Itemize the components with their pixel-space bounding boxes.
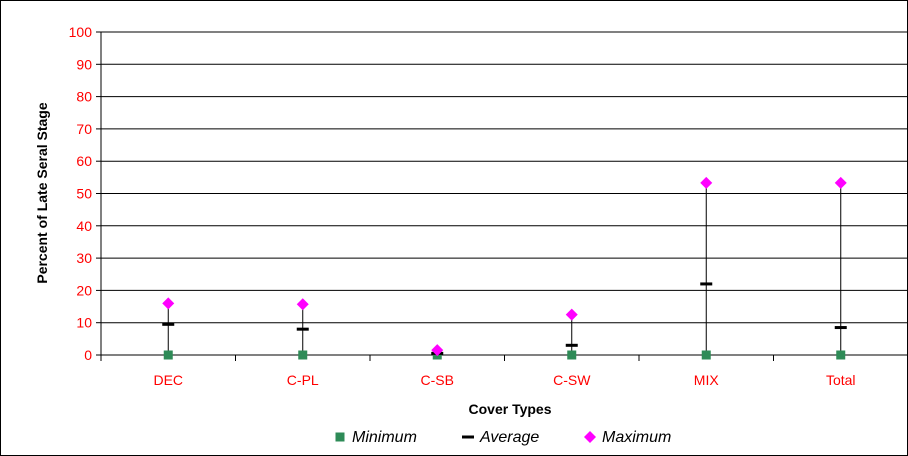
average-legend-marker: [462, 435, 474, 439]
x-tick-label: MIX: [694, 372, 720, 388]
legend: Minimum Average Maximum: [335, 429, 671, 446]
markers: [162, 176, 847, 360]
y-tick-label: 40: [76, 218, 92, 234]
maximum-marker: [565, 308, 578, 321]
grid: [101, 31, 908, 324]
maximum-marker: [834, 176, 847, 189]
average-marker: [834, 326, 847, 330]
y-axis-title: Percent of Late Seral Stage: [34, 102, 50, 284]
legend-label: Minimum: [352, 429, 417, 446]
average-marker: [700, 282, 713, 286]
y-tick-label: 50: [76, 186, 92, 202]
y-tick-label: 0: [84, 347, 92, 363]
legend-label: Average: [479, 429, 539, 446]
y-tick-label: 60: [76, 153, 92, 169]
x-tick-label: C-SB: [421, 372, 454, 388]
x-tick-label: Total: [826, 372, 856, 388]
minimum-marker: [836, 350, 846, 360]
x-tick-label: C-SW: [553, 372, 591, 388]
legend-label: Maximum: [602, 429, 671, 446]
y-tick-label: 20: [76, 282, 92, 298]
y-tick-label: 30: [76, 250, 92, 266]
maximum-legend-marker: [584, 431, 596, 443]
minimum-marker: [298, 350, 308, 360]
x-axis-title: Cover Types: [469, 401, 552, 417]
average-marker: [296, 327, 309, 331]
y-tick-label: 100: [69, 24, 93, 40]
maximum-marker: [296, 298, 309, 311]
maximum-marker: [700, 176, 713, 189]
maximum-marker: [431, 344, 444, 357]
minimum-marker: [567, 350, 577, 360]
maximum-marker: [162, 297, 175, 310]
x-tick-label: C-PL: [287, 372, 319, 388]
y-tick-label: 70: [76, 121, 92, 137]
minimum-marker: [701, 350, 711, 360]
minimum-marker: [163, 350, 173, 360]
x-tick-label: DEC: [153, 372, 183, 388]
average-marker: [565, 343, 578, 347]
axes: [96, 31, 908, 361]
minimum-legend-marker: [335, 432, 345, 442]
labels: 0 10 20 30 40 50 60 70 80 90 100 DEC C-PL C-SB C-SW MIX…: [69, 24, 856, 388]
y-tick-label: 10: [76, 315, 92, 331]
y-tick-label: 80: [76, 89, 92, 105]
average-marker: [162, 322, 175, 326]
y-tick-label: 90: [76, 56, 92, 72]
